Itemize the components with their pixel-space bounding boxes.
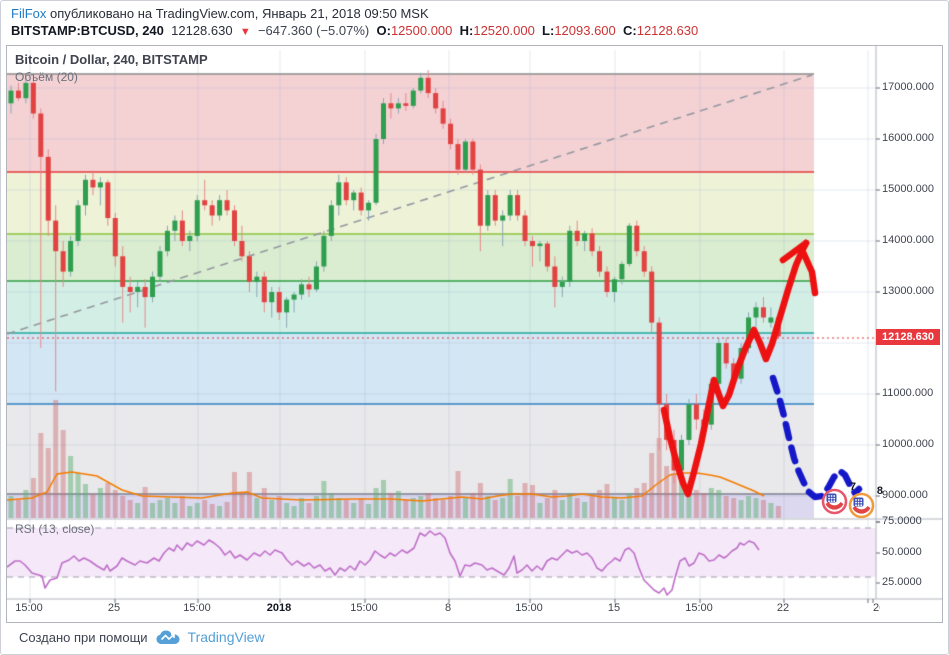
rsi-indicator-label[interactable]: RSI (13, close)	[15, 522, 95, 536]
time-axis-label: 15	[607, 602, 621, 614]
price-axis-label: 9000.000	[882, 489, 928, 501]
volume-indicator-label[interactable]: Объём (20)	[15, 70, 78, 84]
time-axis-label: 22	[776, 602, 790, 614]
author-link[interactable]: FilFox	[11, 6, 47, 21]
chart-canvas[interactable]	[7, 46, 942, 622]
close-value: 12128.630	[636, 23, 699, 38]
publish-text: опубликовано на TradingView.com, Январь …	[46, 6, 429, 21]
time-axis-label: 15:00	[15, 602, 43, 614]
chart-title: Bitcoin / Dollar, 240, BITSTAMP	[15, 52, 208, 67]
arrow-down-icon: ▼	[239, 26, 251, 38]
time-axis-label: 15:00	[350, 602, 378, 614]
current-price-badge: 12128.630	[876, 329, 940, 345]
high-value: 12520.000	[473, 23, 535, 38]
open-value: 12500.000	[390, 23, 453, 38]
last-price: 12128.630	[171, 23, 233, 38]
open-label: O:	[376, 23, 391, 38]
time-axis-label: 8	[444, 602, 452, 614]
change-value: −647.360 (−5.07%)	[257, 23, 370, 38]
price-axis-label: 25.0000	[882, 576, 922, 588]
time-axis-label: 15:00	[183, 602, 211, 614]
time-axis-label: 26	[873, 602, 880, 614]
low-value: 12093.600	[554, 23, 616, 38]
symbol-label[interactable]: BITSTAMP:BTCUSD, 240	[11, 23, 164, 38]
price-axis-label: 16000.000	[882, 132, 934, 144]
time-axis-label: 2018	[266, 602, 292, 614]
time-axis-label: 15:00	[515, 602, 543, 614]
publish-line: FilFox опубликовано на TradingView.com, …	[11, 6, 429, 21]
price-axis-label: 11000.000	[882, 387, 934, 399]
price-axis-label: 15000.000	[882, 183, 934, 195]
tradingview-link[interactable]: TradingView	[187, 629, 265, 645]
time-axis-label: 15:00	[685, 602, 713, 614]
price-axis-label: 50.0000	[882, 546, 922, 558]
footer: Создано при помощи TradingView	[19, 629, 265, 645]
price-axis-label: 17000.000	[882, 81, 934, 93]
price-axis-label: 75.0000	[882, 515, 922, 527]
high-label: H:	[459, 23, 474, 38]
low-label: L:	[542, 23, 555, 38]
flag-marker-icon[interactable]: 8	[848, 485, 883, 519]
marker-number: 7	[849, 481, 856, 493]
price-axis-label: 13000.000	[882, 285, 934, 297]
close-label: C:	[623, 23, 637, 38]
footer-text: Создано при помощи	[19, 629, 148, 645]
price-axis-label: 10000.000	[882, 438, 934, 450]
time-axis-label: 25	[107, 602, 121, 614]
tradingview-logo-icon	[156, 630, 180, 644]
flag-marker-icon[interactable]: 7	[821, 481, 856, 515]
marker-number: 8	[876, 485, 883, 497]
chart-frame	[6, 45, 943, 623]
price-axis-label: 14000.000	[882, 234, 934, 246]
ohlc-line: BITSTAMP:BTCUSD, 240 12128.630 ▼ −647.36…	[11, 23, 698, 38]
